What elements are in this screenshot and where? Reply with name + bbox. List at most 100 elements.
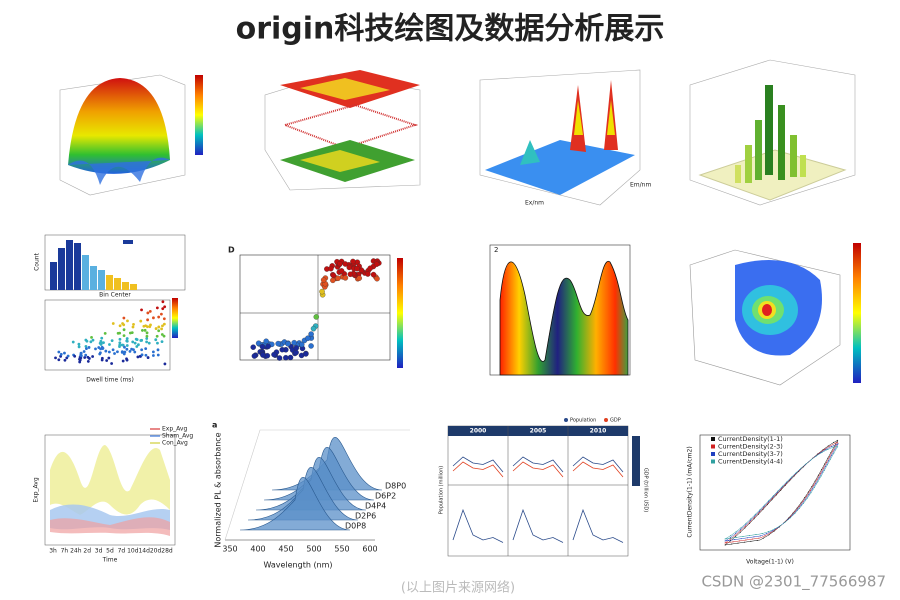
dot bbox=[259, 343, 266, 350]
dot bbox=[99, 347, 102, 351]
dot bbox=[276, 355, 283, 361]
panel-multiples: 2000 2005 2010 Population GDP Population (mi… bbox=[439, 418, 649, 557]
panel-dome bbox=[59, 74, 203, 196]
panel-tag: a bbox=[212, 421, 217, 430]
dot bbox=[110, 339, 114, 343]
dot bbox=[265, 343, 271, 350]
dot bbox=[298, 341, 305, 348]
dot bbox=[320, 277, 327, 283]
dot bbox=[111, 322, 115, 325]
dot bbox=[303, 351, 309, 357]
axis-label: Count bbox=[34, 252, 41, 270]
x-tick-label: 28d bbox=[161, 548, 173, 555]
dot bbox=[132, 348, 135, 352]
dot bbox=[285, 341, 291, 347]
x-tick-label: 2d bbox=[83, 548, 91, 555]
dot bbox=[157, 325, 161, 329]
dot bbox=[79, 356, 83, 360]
dot bbox=[118, 343, 122, 347]
dot bbox=[79, 351, 83, 355]
dot bbox=[133, 341, 137, 345]
dot bbox=[139, 319, 143, 323]
dot bbox=[155, 334, 159, 338]
series-label: D0P8 bbox=[345, 522, 366, 531]
dot bbox=[140, 338, 144, 342]
dot bbox=[91, 355, 95, 358]
legend-label: Population bbox=[570, 418, 596, 424]
dot bbox=[121, 359, 125, 363]
dot bbox=[347, 271, 354, 278]
dot bbox=[135, 345, 139, 348]
dot bbox=[163, 305, 167, 309]
dot bbox=[86, 360, 90, 363]
ridge bbox=[239, 476, 351, 531]
dot bbox=[148, 309, 152, 313]
dot bbox=[122, 352, 126, 356]
dot bbox=[144, 353, 148, 357]
dot bbox=[107, 350, 111, 354]
dot bbox=[156, 341, 159, 345]
x-tick-label: 14d bbox=[138, 548, 150, 555]
dot bbox=[142, 324, 146, 328]
dot bbox=[118, 341, 122, 345]
dot bbox=[83, 356, 87, 359]
dot bbox=[251, 353, 258, 359]
legend-label: Exp_Avg bbox=[162, 426, 187, 433]
dot bbox=[260, 352, 266, 358]
dot bbox=[365, 271, 371, 277]
dot bbox=[125, 357, 128, 361]
dot bbox=[152, 316, 155, 320]
dot bbox=[342, 275, 349, 281]
dot bbox=[54, 356, 57, 360]
dot bbox=[157, 315, 161, 319]
dot bbox=[156, 348, 160, 352]
dot bbox=[374, 275, 380, 282]
dot bbox=[108, 343, 111, 346]
series-label: D2P6 bbox=[355, 512, 376, 521]
line bbox=[512, 456, 564, 473]
year-label: 2005 bbox=[530, 428, 547, 435]
x-tick-label: 3h bbox=[49, 548, 57, 555]
dot bbox=[90, 335, 93, 339]
line bbox=[572, 508, 624, 543]
dot bbox=[160, 333, 164, 336]
dot bbox=[132, 322, 135, 326]
x-tick-label: 20d bbox=[150, 548, 162, 555]
x-tick-label: 7h bbox=[61, 548, 69, 555]
dot bbox=[98, 341, 102, 345]
axis-label: Time bbox=[102, 557, 118, 564]
dot bbox=[104, 349, 108, 353]
dot bbox=[59, 352, 63, 356]
dot bbox=[162, 317, 166, 321]
axis-label: Population (million) bbox=[439, 466, 445, 514]
legend-label: CurrentDensity(4-4) bbox=[718, 458, 783, 466]
series-label: D4P4 bbox=[365, 502, 386, 511]
x-tick-label: 5d bbox=[106, 548, 114, 555]
dot bbox=[118, 337, 122, 341]
dot bbox=[330, 272, 337, 279]
dot bbox=[330, 277, 336, 284]
axis-label: CurrentDensity(1-1) (mA/cm2) bbox=[687, 446, 694, 537]
dot bbox=[152, 354, 155, 357]
dot bbox=[122, 328, 126, 332]
dot bbox=[346, 264, 353, 271]
dot bbox=[136, 355, 140, 359]
dot bbox=[356, 275, 362, 281]
dot bbox=[111, 348, 115, 352]
dot bbox=[77, 345, 81, 349]
legend-swatch bbox=[564, 418, 568, 422]
dot bbox=[135, 338, 139, 341]
dot bbox=[293, 345, 300, 351]
line bbox=[512, 461, 564, 478]
dot bbox=[279, 346, 285, 353]
dot bbox=[146, 311, 150, 315]
line bbox=[452, 456, 504, 473]
panel-rainbow: 2 bbox=[489, 244, 631, 376]
line bbox=[512, 508, 564, 543]
panel-hist-scatter: Bin Center Count Dwell time (ms) bbox=[34, 234, 186, 384]
dot bbox=[264, 352, 271, 359]
dot bbox=[342, 261, 349, 267]
dot bbox=[154, 338, 158, 342]
dot bbox=[122, 334, 126, 338]
